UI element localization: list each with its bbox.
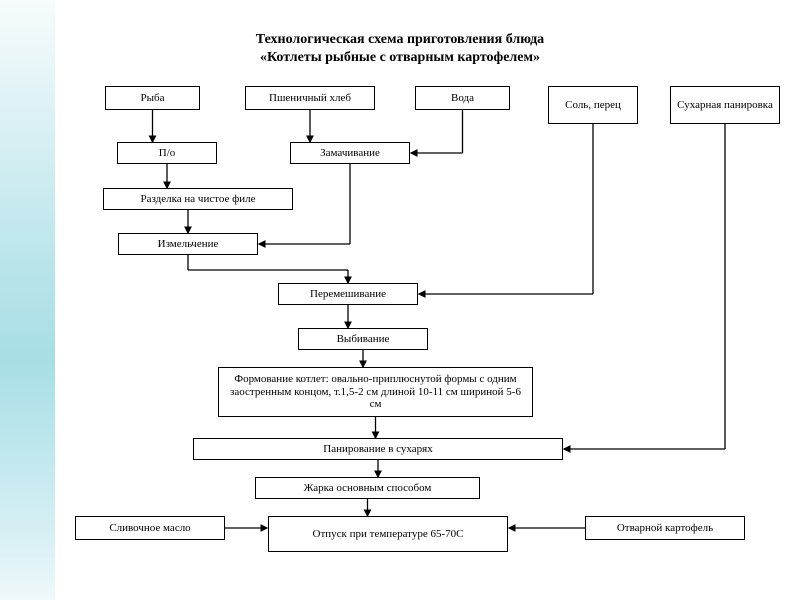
node-fry: Жарка основным способом [255, 477, 480, 499]
node-mix: Перемешивание [278, 283, 418, 305]
title-line-2: «Котлеты рыбные с отварным картофелем» [0, 50, 800, 66]
node-bread: Пшеничный хлеб [245, 86, 375, 110]
node-po: П/о [117, 142, 217, 164]
node-filet: Разделка на чистое филе [103, 188, 293, 210]
node-serve: Отпуск при температуре 65-70С [268, 516, 508, 552]
node-fish: Рыба [105, 86, 200, 110]
node-soak: Замачивание [290, 142, 410, 164]
node-crumbs: Сухарная панировка [670, 86, 780, 124]
node-grind: Измельчение [118, 233, 258, 255]
title-line-1: Технологическая схема приготовления блюд… [0, 32, 800, 48]
node-potato: Отварной картофель [585, 516, 745, 540]
node-bread2: Панирование в сухарях [193, 438, 563, 460]
node-beat: Выбивание [298, 328, 428, 350]
node-water: Вода [415, 86, 510, 110]
node-form: Формование котлет: овально-приплюснутой … [218, 367, 533, 417]
decorative-sidebar [0, 0, 55, 600]
node-salt: Соль, перец [548, 86, 638, 124]
node-butter: Сливочное масло [75, 516, 225, 540]
